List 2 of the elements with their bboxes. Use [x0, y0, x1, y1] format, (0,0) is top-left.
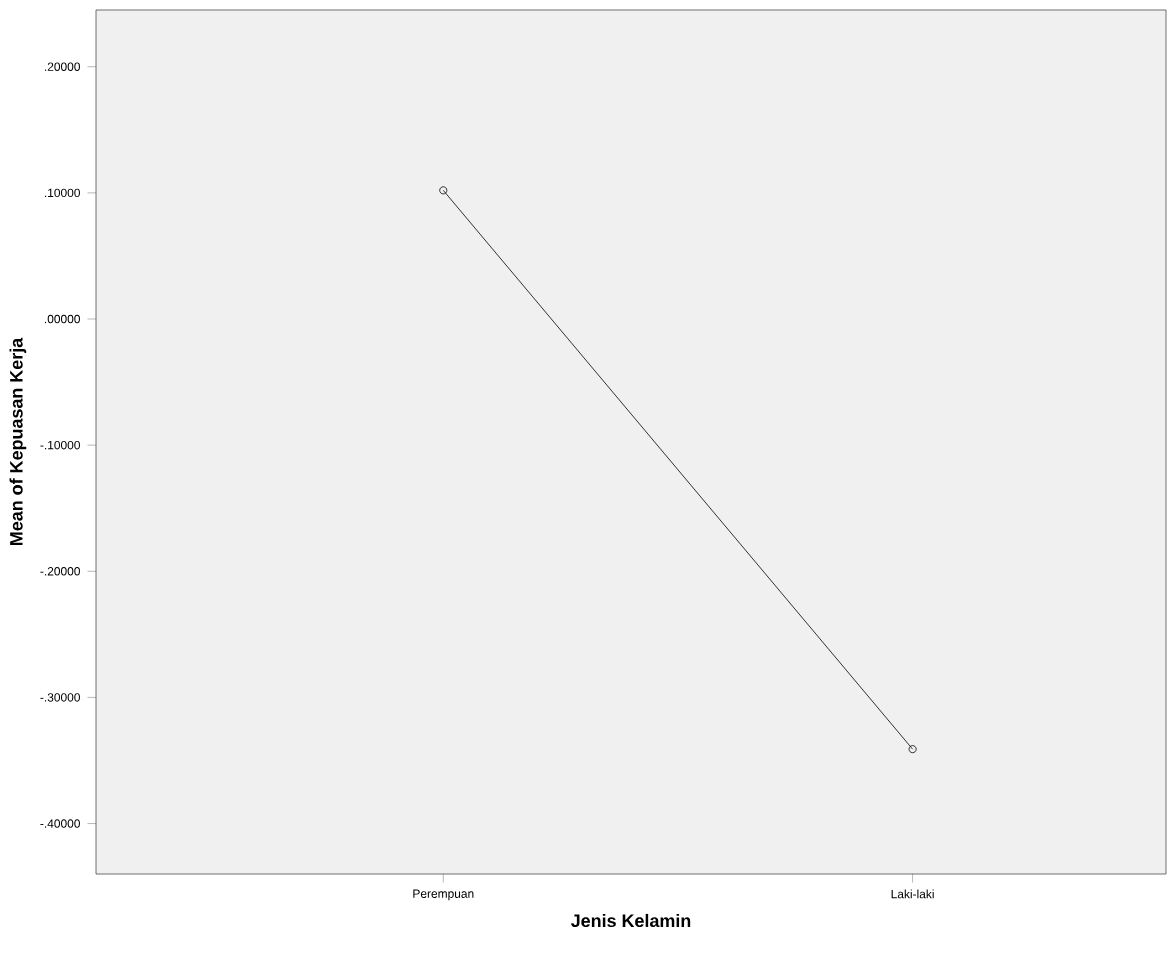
- x-axis-title: Jenis Kelamin: [570, 913, 691, 928]
- y-axis-title: Mean of Kepuasan Kerja: [9, 337, 27, 545]
